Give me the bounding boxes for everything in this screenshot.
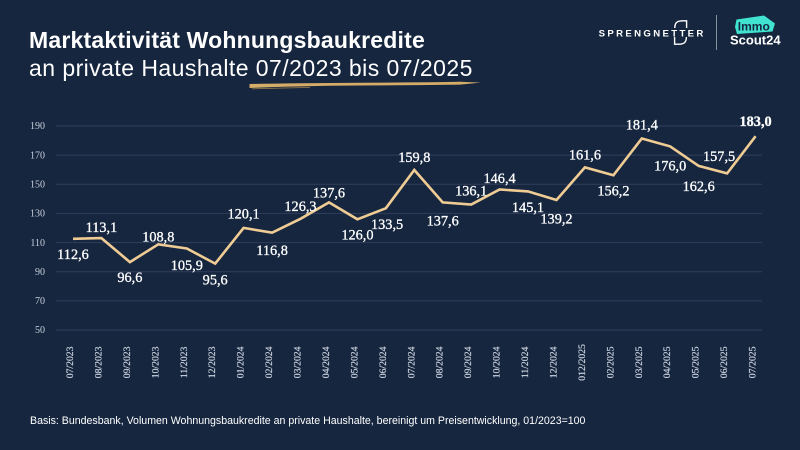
- svg-text:06/2024: 06/2024: [378, 346, 389, 378]
- svg-text:70: 70: [35, 296, 45, 307]
- svg-text:02/2024: 02/2024: [264, 346, 275, 378]
- svg-text:07/2024: 07/2024: [406, 346, 417, 378]
- svg-text:120,1: 120,1: [228, 207, 260, 223]
- svg-text:146,4: 146,4: [484, 171, 516, 187]
- svg-text:04/2025: 04/2025: [662, 346, 673, 378]
- svg-text:11/2024: 11/2024: [520, 347, 531, 379]
- svg-text:02/2025: 02/2025: [605, 346, 616, 378]
- svg-text:150: 150: [30, 180, 45, 191]
- svg-text:136,1: 136,1: [455, 183, 487, 199]
- svg-text:157,5: 157,5: [703, 149, 735, 165]
- svg-text:12/2024: 12/2024: [549, 346, 560, 378]
- svg-text:116,8: 116,8: [256, 243, 288, 259]
- svg-text:12/2023: 12/2023: [207, 346, 218, 378]
- svg-text:10/2023: 10/2023: [150, 346, 161, 378]
- svg-text:110: 110: [30, 238, 45, 249]
- svg-text:03/2025: 03/2025: [634, 346, 645, 378]
- svg-text:105,9: 105,9: [171, 258, 203, 274]
- svg-text:113,1: 113,1: [86, 220, 118, 236]
- svg-text:01/2024: 01/2024: [236, 346, 247, 378]
- svg-text:133,5: 133,5: [371, 217, 403, 233]
- svg-text:190: 190: [30, 121, 45, 132]
- svg-text:10/2024: 10/2024: [492, 346, 503, 378]
- svg-text:145,1: 145,1: [512, 200, 544, 216]
- svg-text:09/2023: 09/2023: [122, 346, 133, 378]
- svg-text:156,2: 156,2: [597, 183, 629, 199]
- svg-text:183,0: 183,0: [740, 114, 772, 130]
- svg-text:07/2025: 07/2025: [748, 346, 759, 378]
- svg-text:07/2023: 07/2023: [65, 346, 76, 378]
- svg-text:50: 50: [35, 325, 45, 336]
- svg-text:06/2025: 06/2025: [719, 346, 730, 378]
- svg-text:SPRENGNETTER: SPRENGNETTER: [599, 28, 706, 39]
- svg-text:05/2024: 05/2024: [349, 346, 360, 378]
- svg-text:176,0: 176,0: [654, 159, 686, 175]
- svg-text:170: 170: [30, 150, 45, 161]
- svg-text:137,6: 137,6: [313, 186, 345, 202]
- svg-text:95,6: 95,6: [203, 273, 228, 289]
- svg-text:126,3: 126,3: [284, 199, 316, 215]
- svg-text:Scout24: Scout24: [730, 33, 781, 48]
- svg-text:130: 130: [30, 209, 45, 220]
- svg-text:08/2023: 08/2023: [93, 346, 104, 378]
- svg-text:03/2024: 03/2024: [293, 346, 304, 378]
- svg-text:04/2024: 04/2024: [321, 346, 332, 378]
- svg-text:162,6: 162,6: [683, 179, 715, 195]
- svg-text:139,2: 139,2: [540, 212, 572, 228]
- svg-text:159,8: 159,8: [398, 150, 430, 166]
- svg-text:11/2023: 11/2023: [179, 347, 190, 379]
- svg-text:08/2024: 08/2024: [435, 346, 446, 378]
- svg-text:05/2025: 05/2025: [691, 346, 702, 378]
- svg-text:09/2024: 09/2024: [463, 346, 474, 378]
- svg-text:108,8: 108,8: [142, 229, 174, 245]
- svg-text:137,6: 137,6: [427, 213, 459, 229]
- svg-text:181,4: 181,4: [626, 118, 658, 134]
- svg-text:161,6: 161,6: [569, 148, 601, 164]
- svg-text:96,6: 96,6: [117, 270, 142, 286]
- svg-text:112,6: 112,6: [57, 247, 89, 263]
- svg-text:Immo: Immo: [738, 19, 770, 33]
- svg-text:012/2025: 012/2025: [577, 344, 588, 381]
- svg-text:126,0: 126,0: [341, 228, 373, 244]
- svg-text:90: 90: [35, 267, 45, 278]
